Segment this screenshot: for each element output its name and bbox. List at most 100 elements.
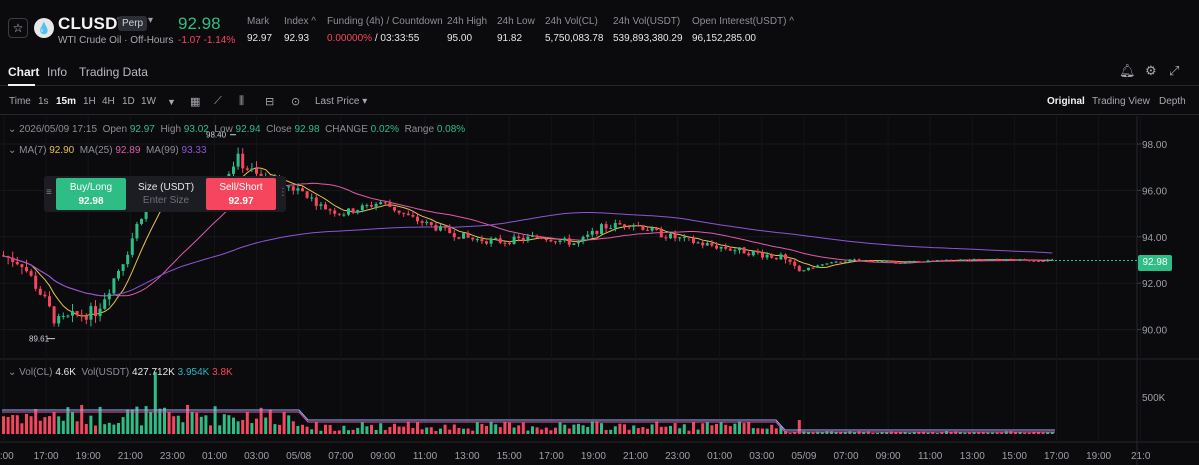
tab-info[interactable]: Info [47,65,68,79]
drag-handle-icon[interactable]: ≡ [46,187,52,198]
candle-body [1014,259,1017,261]
close-label: Close [266,124,292,135]
candle-body [1004,259,1008,261]
stat-open-interest[interactable]: Open Interest(USDT) ^ 96,152,285.00 [692,16,794,44]
view-original[interactable]: Original [1047,96,1085,107]
candle-type-icon[interactable]: ⫼ [239,95,245,107]
stat-index[interactable]: Index ^ 92.93 [284,16,316,44]
volume-bar [471,430,475,434]
interval-4h[interactable]: 4H [102,96,115,107]
stat-label: 24h High [447,16,488,27]
candle-body [397,210,401,213]
candle-body [107,293,111,300]
candle-body [848,259,852,262]
time-tick-label: 23:00 [665,451,690,462]
size-input[interactable] [131,195,201,206]
last-price: 92.98 [178,14,221,33]
layout-icon[interactable]: ⊟ [265,96,275,108]
volume-bar [715,423,718,434]
more-intervals-icon[interactable]: ▼ [167,97,176,107]
candle-body [255,168,258,174]
drag-handle-icon[interactable]: ⋮ [278,187,288,198]
indicators-icon[interactable]: ⟋ [214,95,222,107]
calendar-icon[interactable]: ▦ [190,96,201,108]
time-tick-label: 11:00 [413,451,438,462]
candle-body [57,316,61,324]
candle-body [144,208,148,219]
high-label: High [160,124,182,135]
volume-bar [448,429,452,434]
volume-bar [282,412,286,434]
interval-1d[interactable]: 1D [122,96,135,107]
candle-body [383,202,387,204]
candle-body [687,236,691,238]
current-price-tag: 92.98 [1138,255,1172,271]
candle-body [659,230,663,238]
candle-body [715,245,718,249]
volume-bar [972,432,976,434]
interval-1h[interactable]: 1H [83,96,96,107]
close-value: 92.98 [294,124,320,135]
replay-icon[interactable]: ⊙ [291,96,301,108]
sell-short-button[interactable]: Sell/Short 92.97 [206,178,276,210]
volume-bar [52,411,56,434]
volume-bar [176,415,180,434]
time-tick-label: 01:00 [707,451,732,462]
interval-1s[interactable]: 1s [38,96,49,107]
settings-icon[interactable]: ⚙ [1145,63,1157,78]
volume-bar [655,421,659,434]
volume-bar [416,422,419,434]
price-type-select[interactable]: Last Price ▾ [315,96,367,107]
volume-bar [742,423,746,434]
volume-bar [402,426,406,434]
candle-body [577,241,580,244]
volume-bar [692,422,695,434]
low-marker-label: 89.61 [29,335,50,344]
alert-bell-icon[interactable]: 🔔︎ [1119,63,1136,78]
volume-bar [834,432,838,434]
collapse-icon[interactable]: ⌄ [8,367,17,378]
volume-bar [80,404,84,434]
symbol-dropdown-icon[interactable]: ▾ [148,15,154,26]
collapse-icon[interactable]: ⌄ [8,145,17,156]
volume-bar [751,428,755,434]
collapse-icon[interactable]: ⌄ [8,124,17,135]
volume-bar [968,432,971,434]
tab-trading-data[interactable]: Trading Data [79,65,148,79]
stat-value: 5,750,083.78 [545,33,604,44]
volume-bar [793,432,797,434]
symbol-name[interactable]: CLUSDT [58,14,129,33]
candle-body [724,246,728,249]
candlestick-chart[interactable]: 98.00 96.00 94.00 92.00 90.00 500K 5:00 17:00 19… [0,116,1199,465]
interval-1w[interactable]: 1W [141,96,156,107]
interval-time[interactable]: Time [9,96,31,107]
volume-tick-label: 500K [1142,393,1166,404]
volume-bar [1032,431,1036,434]
axes: 98.00 96.00 94.00 92.00 90.00 500K 5:00 17:00 19… [0,131,1167,462]
favorite-star-icon[interactable]: ☆ [8,18,28,38]
tab-chart[interactable]: Chart [8,65,40,79]
volume-bar [20,423,24,434]
volume-bar [287,415,291,434]
volume-bar [480,423,484,434]
interval-15m[interactable]: 15m [56,96,77,107]
price-tick-label: 92.00 [1142,279,1167,290]
candle-body [567,238,571,245]
candle-body [11,257,15,263]
volume-bar [802,431,806,434]
time-tick-label: 11:00 [918,451,943,462]
expand-icon[interactable]: ⤢ [1169,63,1180,78]
candle-body [232,166,235,174]
view-depth[interactable]: Depth [1159,96,1186,107]
volume-bar [922,431,925,434]
candle-body [489,238,493,244]
candle-body [655,227,659,231]
candle-body [512,236,516,244]
buy-long-button[interactable]: Buy/Long 92.98 [56,178,126,210]
view-trading-view[interactable]: Trading View [1092,96,1150,107]
funding-countdown: / 03:33:55 [372,33,420,44]
stat-label: Index ^ [284,16,316,27]
vol-usdt-label: Vol(USDT) [81,367,130,378]
ma25-value: 92.89 [115,145,141,156]
candle-body [830,262,833,264]
